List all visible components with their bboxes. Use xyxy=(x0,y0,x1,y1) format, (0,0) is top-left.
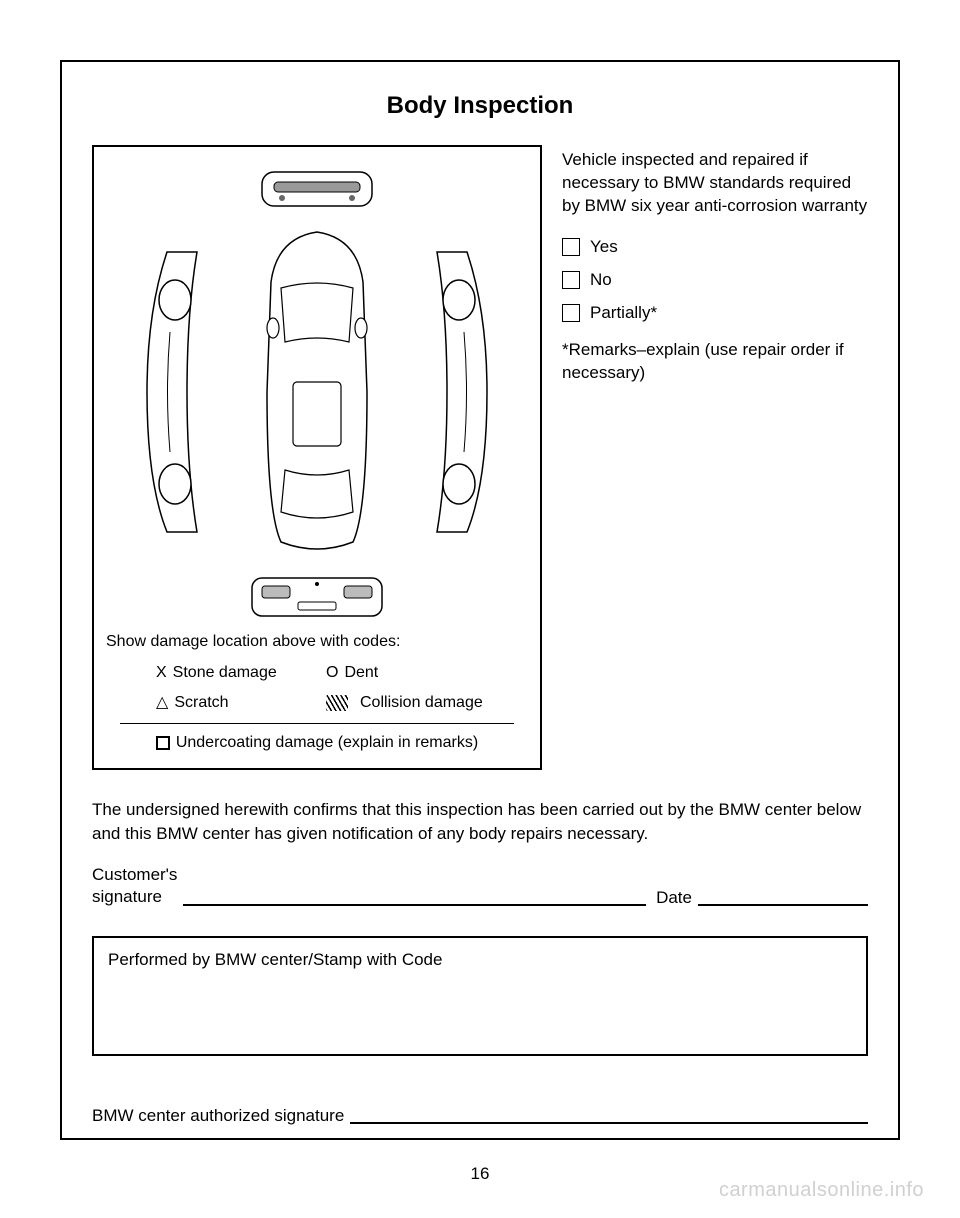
car-diagram xyxy=(106,162,528,627)
page-title: Body Inspection xyxy=(92,92,868,120)
page-frame: Body Inspection xyxy=(60,60,900,1140)
legend: Show damage location above with codes: X… xyxy=(106,627,528,758)
watermark: carmanualsonline.info xyxy=(719,1179,924,1202)
checkbox-icon[interactable] xyxy=(562,304,580,322)
customer-signature-label: Customer'ssignature xyxy=(92,864,177,908)
option-partially[interactable]: Partially* xyxy=(562,302,868,325)
label-collision: Collision damage xyxy=(360,688,483,718)
auth-signature-row: BMW center authorized signature xyxy=(92,1106,868,1126)
signature-line[interactable] xyxy=(183,904,646,906)
symbol-square-icon xyxy=(156,736,170,750)
checkbox-icon[interactable] xyxy=(562,271,580,289)
legend-stone: X Stone damage xyxy=(156,658,326,688)
option-no[interactable]: No xyxy=(562,269,868,292)
legend-divider xyxy=(120,723,514,724)
option-yes[interactable]: Yes xyxy=(562,236,868,259)
label-dent: Dent xyxy=(344,658,378,688)
auth-signature-line[interactable] xyxy=(350,1122,868,1124)
remarks-footnote: *Remarks–explain (use repair order if ne… xyxy=(562,339,868,385)
label-undercoating: Undercoating damage (explain in remarks) xyxy=(176,728,478,758)
legend-row-2: △ Scratch Collision damage xyxy=(156,688,528,718)
legend-row-3: Undercoating damage (explain in remarks) xyxy=(106,728,528,758)
confirmation-text: The undersigned herewith confirms that t… xyxy=(92,798,868,846)
stamp-box: Performed by BMW center/Stamp with Code xyxy=(92,936,868,1056)
symbol-o: O xyxy=(326,658,338,688)
diagram-box: Show damage location above with codes: X… xyxy=(92,145,542,770)
checkbox-icon[interactable] xyxy=(562,238,580,256)
legend-row-1: X Stone damage O Dent xyxy=(156,658,528,688)
car-rear-icon xyxy=(242,570,392,625)
label-stone: Stone damage xyxy=(173,658,277,688)
right-column: Vehicle inspected and repaired if necess… xyxy=(562,145,868,770)
auth-signature-label: BMW center authorized signature xyxy=(92,1106,344,1126)
car-multiview-icon xyxy=(117,222,517,562)
option-no-label: No xyxy=(590,269,612,292)
car-front-icon xyxy=(252,164,382,214)
symbol-collision-icon xyxy=(326,695,348,711)
symbol-triangle: △ xyxy=(156,688,168,718)
date-label: Date xyxy=(656,888,692,908)
stamp-label: Performed by BMW center/Stamp with Code xyxy=(108,950,442,969)
date-line[interactable] xyxy=(698,904,868,906)
label-scratch: Scratch xyxy=(174,688,228,718)
legend-scratch: △ Scratch xyxy=(156,688,326,718)
signature-row: Customer'ssignature Date xyxy=(92,864,868,908)
option-partially-label: Partially* xyxy=(590,302,657,325)
legend-collision: Collision damage xyxy=(326,688,483,718)
top-row: Show damage location above with codes: X… xyxy=(92,145,868,770)
intro-text: Vehicle inspected and repaired if necess… xyxy=(562,149,868,218)
legend-caption: Show damage location above with codes: xyxy=(106,627,528,657)
legend-undercoating: Undercoating damage (explain in remarks) xyxy=(156,728,478,758)
option-yes-label: Yes xyxy=(590,236,618,259)
symbol-x: X xyxy=(156,658,167,688)
legend-dent: O Dent xyxy=(326,658,378,688)
